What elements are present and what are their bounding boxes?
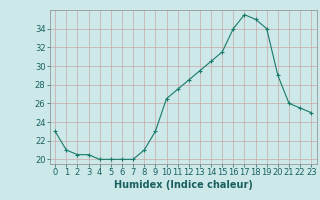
X-axis label: Humidex (Indice chaleur): Humidex (Indice chaleur) [114,180,252,190]
